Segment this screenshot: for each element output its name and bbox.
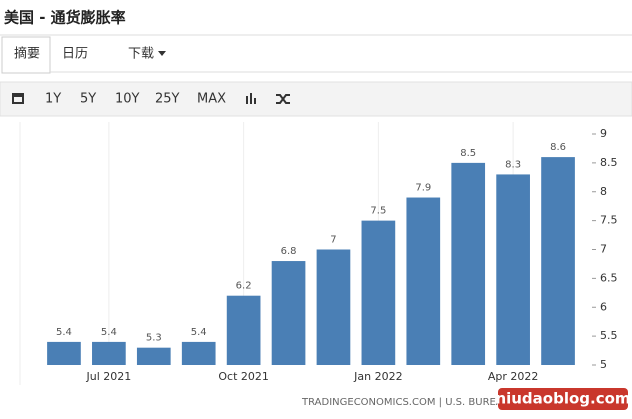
value-label: 8.5 (460, 148, 476, 159)
y-tick-label: 5.5 (600, 329, 618, 342)
y-tick-label: 8 (600, 185, 607, 198)
y-tick-label: 9 (600, 127, 607, 140)
tab-active[interactable] (1, 36, 51, 74)
y-tick-label: 6 (600, 300, 607, 313)
bar (496, 174, 530, 365)
range-button[interactable]: MAX (197, 92, 226, 107)
bar (406, 197, 441, 365)
plot: 5 5.5 6 6.5 7 7.5 8 8.5 9 5.4 Jul 2021 5.4 5.3 5.4 Oct… (47, 122, 618, 383)
y-tick-label: 7 (600, 243, 607, 256)
page-title: 美国 - 通货膨胀率 (4, 9, 126, 27)
value-label: 8.6 (550, 142, 566, 153)
shuffle-icon[interactable] (276, 94, 290, 104)
value-label: 6.2 (236, 281, 252, 292)
tab[interactable]: 下载 (128, 47, 154, 62)
tab[interactable]: 日历 (62, 47, 88, 62)
range-button[interactable]: 10Y (115, 92, 140, 107)
value-label: 6.8 (281, 246, 297, 257)
bar-chart-icon[interactable] (246, 93, 256, 104)
bar (541, 157, 575, 365)
range-button[interactable]: 25Y (155, 92, 180, 107)
bar (181, 341, 216, 365)
value-label: 5.4 (101, 327, 117, 338)
dropdown-caret (158, 51, 166, 56)
x-tick-label: Apr 2022 (488, 370, 539, 383)
x-tick-label: Jul 2021 (85, 370, 131, 383)
y-tick-label: 8.5 (600, 156, 618, 169)
value-label: 7.9 (415, 183, 431, 194)
bar (316, 249, 351, 365)
bar (136, 347, 171, 365)
watermark: niudaoblog.com (495, 390, 630, 408)
y-tick-label: 5 (600, 358, 607, 371)
watermark-bg (498, 388, 628, 410)
bar (47, 341, 81, 365)
value-label: 5.4 (56, 327, 72, 338)
range-button[interactable]: 1Y (45, 92, 61, 107)
value-label: 7.5 (370, 206, 386, 217)
y-tick-label: 7.5 (600, 214, 618, 227)
value-label: 5.4 (191, 327, 207, 338)
tab[interactable]: 摘要 (14, 46, 40, 62)
toolbar (0, 81, 632, 117)
value-label: 8.3 (505, 159, 521, 170)
bar (361, 220, 396, 365)
x-tick-label: Oct 2021 (218, 370, 269, 383)
x-tick-label: Jan 2022 (353, 370, 402, 383)
value-label: 5.3 (146, 333, 162, 344)
bar (451, 162, 486, 365)
bar (271, 261, 306, 365)
y-tick-label: 6.5 (600, 271, 618, 284)
range-button[interactable]: 5Y (80, 92, 96, 107)
source: TRADINGECONOMICS.COM | U.S. BUREAU OF LA… (301, 397, 623, 408)
calendar-icon[interactable] (12, 93, 24, 104)
value-label: 7 (330, 235, 336, 246)
bar (92, 341, 126, 365)
bar (226, 295, 261, 365)
